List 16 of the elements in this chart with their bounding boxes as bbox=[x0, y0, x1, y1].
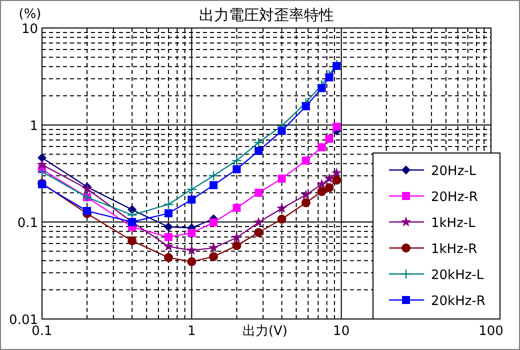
legend-label: 20Hz-R bbox=[431, 190, 478, 205]
y-tick-label: 0.1 bbox=[17, 216, 38, 231]
x-tick-label: 0.1 bbox=[32, 324, 52, 339]
legend-label: 1kHz-R bbox=[431, 242, 478, 257]
chart-title: 出力電圧対歪率特性 bbox=[199, 6, 334, 24]
y-axis-title: (%) bbox=[18, 7, 42, 22]
legend-label: 20kHz-R bbox=[431, 294, 486, 309]
x-tick-label: 10 bbox=[333, 324, 350, 339]
legend-label: 1kHz-L bbox=[431, 216, 476, 231]
x-tick-label: 1 bbox=[188, 324, 196, 339]
y-tick-label: 1 bbox=[30, 119, 38, 134]
x-axis-title: 出力(V) bbox=[242, 324, 288, 339]
legend-label: 20Hz-L bbox=[431, 164, 477, 179]
x-tick-label: 100 bbox=[478, 324, 504, 339]
y-tick-label: 10 bbox=[21, 22, 38, 37]
legend-label: 20kHz-L bbox=[431, 268, 484, 283]
